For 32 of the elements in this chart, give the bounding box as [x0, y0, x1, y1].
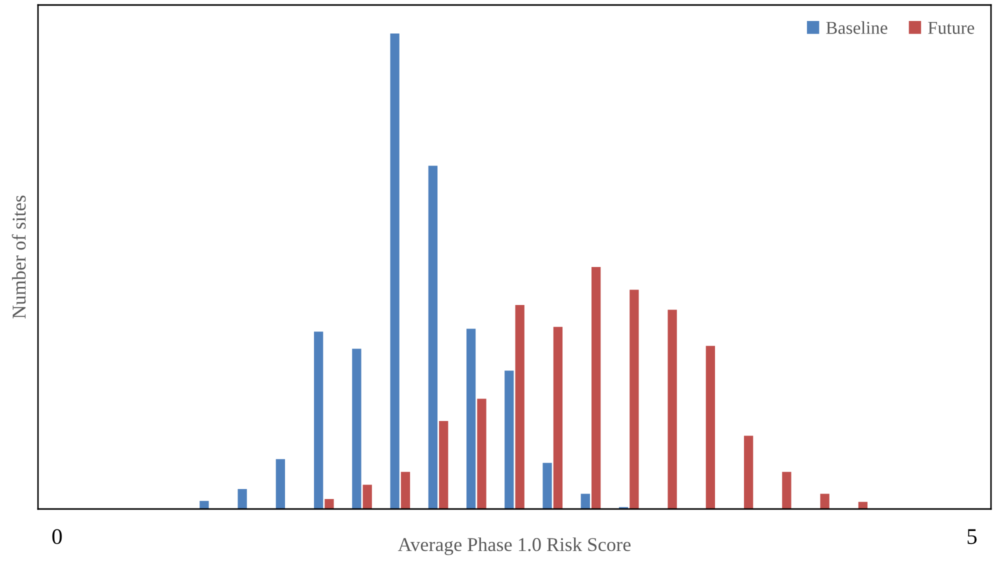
- bar: [744, 436, 754, 509]
- bar: [390, 34, 400, 509]
- bar: [580, 494, 590, 509]
- bar: [466, 328, 476, 509]
- bar: [782, 472, 792, 509]
- bar: [504, 370, 514, 509]
- bar: [542, 462, 552, 509]
- legend-label: Baseline: [826, 21, 888, 34]
- bar: [820, 494, 830, 509]
- bar: [352, 348, 362, 509]
- bar: [324, 499, 334, 509]
- bar: [515, 305, 524, 509]
- bar: [314, 332, 324, 509]
- bar: [706, 346, 716, 509]
- legend-label: Future: [928, 22, 974, 34]
- x-axis-title: Average Phase 1.0 Risk Score: [398, 537, 631, 556]
- x-tick-label: 5: [968, 529, 977, 544]
- bar: [553, 326, 563, 509]
- bar: [668, 310, 677, 509]
- y-axis-title: Number of sites: [12, 196, 26, 319]
- bar: [477, 398, 486, 509]
- bar: [630, 290, 639, 509]
- bar: [362, 484, 372, 509]
- bar: [238, 489, 247, 509]
- bar: [592, 266, 601, 509]
- bar: [200, 500, 209, 509]
- bar: [276, 459, 286, 509]
- bar: [439, 421, 448, 509]
- bar: [400, 472, 410, 509]
- bar: [858, 502, 868, 509]
- bar: [428, 166, 438, 509]
- x-tick-label: 0: [52, 529, 62, 544]
